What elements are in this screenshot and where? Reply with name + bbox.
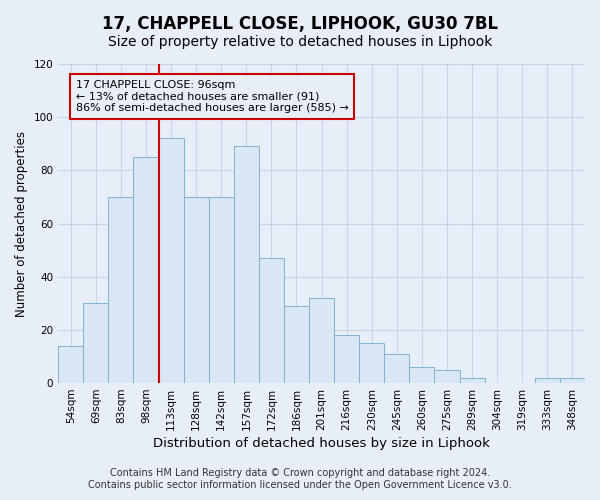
Bar xyxy=(184,197,209,383)
Bar xyxy=(284,306,309,383)
Bar xyxy=(409,367,434,383)
Bar xyxy=(385,354,409,383)
Bar xyxy=(460,378,485,383)
Text: Contains HM Land Registry data © Crown copyright and database right 2024.
Contai: Contains HM Land Registry data © Crown c… xyxy=(88,468,512,490)
Bar xyxy=(83,304,109,383)
Bar xyxy=(535,378,560,383)
Bar xyxy=(334,335,359,383)
Bar xyxy=(259,258,284,383)
Bar xyxy=(234,146,259,383)
Text: 17 CHAPPELL CLOSE: 96sqm
← 13% of detached houses are smaller (91)
86% of semi-d: 17 CHAPPELL CLOSE: 96sqm ← 13% of detach… xyxy=(76,80,349,113)
Text: 17, CHAPPELL CLOSE, LIPHOOK, GU30 7BL: 17, CHAPPELL CLOSE, LIPHOOK, GU30 7BL xyxy=(102,15,498,33)
Bar xyxy=(109,197,133,383)
Bar xyxy=(434,370,460,383)
Bar xyxy=(158,138,184,383)
Bar xyxy=(209,197,234,383)
Bar xyxy=(560,378,585,383)
Bar xyxy=(359,343,385,383)
Y-axis label: Number of detached properties: Number of detached properties xyxy=(15,130,28,316)
Bar xyxy=(133,157,158,383)
Bar xyxy=(58,346,83,383)
X-axis label: Distribution of detached houses by size in Liphook: Distribution of detached houses by size … xyxy=(153,437,490,450)
Bar xyxy=(309,298,334,383)
Text: Size of property relative to detached houses in Liphook: Size of property relative to detached ho… xyxy=(108,35,492,49)
